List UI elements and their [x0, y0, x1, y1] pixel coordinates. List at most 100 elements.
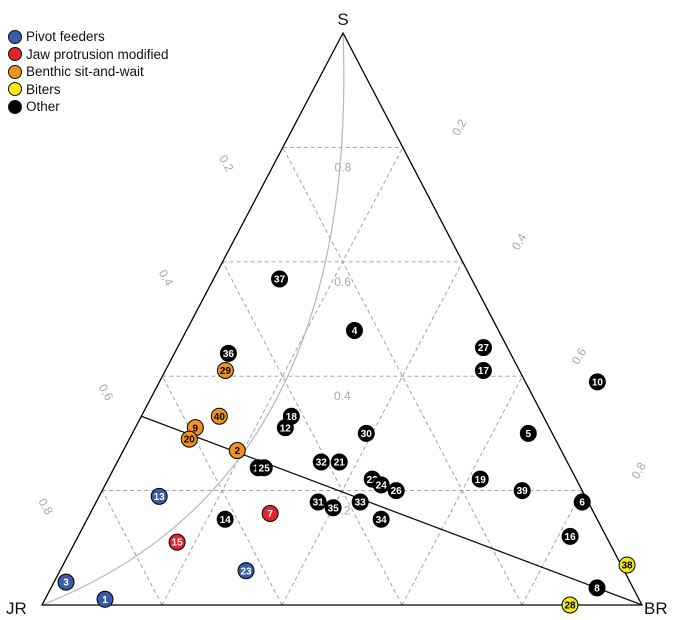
- grid-line: [222, 261, 403, 606]
- tick-label-left: 0.2: [216, 153, 237, 175]
- data-point: 34: [372, 510, 390, 528]
- data-point: 30: [357, 424, 375, 442]
- tick-label-right: 0.6: [569, 345, 590, 367]
- vertex-label-right: BR: [644, 599, 668, 618]
- legend-swatch: [8, 99, 22, 114]
- data-point-label: 3: [63, 578, 69, 589]
- data-point: 13: [150, 487, 168, 505]
- data-point-label: 1: [102, 595, 108, 606]
- data-point-label: 16: [565, 532, 577, 543]
- data-point-marker: [372, 476, 390, 494]
- data-point-label: 9: [193, 423, 199, 434]
- data-point-label: 15: [172, 538, 184, 549]
- data-point-label: 10: [592, 378, 604, 389]
- data-point: 10: [588, 373, 606, 391]
- data-point-marker: [357, 424, 375, 442]
- tick-label-left: 0.6: [96, 381, 117, 403]
- data-point-label: 21: [334, 458, 346, 469]
- data-point: 28: [561, 596, 579, 614]
- tick-label-right: 0.4: [509, 231, 530, 253]
- grid-line: [281, 261, 463, 606]
- data-point-label: 35: [328, 503, 340, 514]
- legend-label: Biters: [26, 81, 61, 97]
- data-point-label: 27: [478, 343, 490, 354]
- data-point-label: 40: [214, 412, 226, 423]
- data-point-label: 19: [475, 475, 487, 486]
- data-point-marker: [219, 344, 237, 362]
- data-point: 31: [309, 493, 327, 511]
- legend-item-pivot-feeders: Pivot feeders: [8, 28, 169, 46]
- data-point: 2: [228, 442, 246, 460]
- grid-line: [161, 147, 404, 606]
- data-point-marker: [588, 373, 606, 391]
- grid-line: [521, 490, 583, 606]
- data-point-marker: [372, 510, 390, 528]
- vertex-label-top: S: [337, 10, 348, 29]
- data-point: 32: [312, 453, 330, 471]
- data-point: 17: [474, 361, 492, 379]
- data-point-marker: [276, 419, 294, 437]
- data-point-label: 17: [478, 366, 490, 377]
- data-point-marker: [180, 430, 198, 448]
- data-point: 4: [345, 321, 363, 339]
- legend-item-benthic: Benthic sit-and-wait: [8, 63, 169, 81]
- data-point-marker: [150, 487, 168, 505]
- data-point-label: 31: [313, 498, 325, 509]
- legend-label: Other: [26, 99, 60, 115]
- data-point-marker: [324, 499, 342, 517]
- tick-label-left: 0.4: [156, 267, 177, 289]
- tick-label-right: 0.8: [629, 460, 650, 482]
- data-point-label: 34: [376, 515, 388, 526]
- data-point-marker: [474, 361, 492, 379]
- grid-line: [101, 490, 163, 606]
- data-point: 20: [180, 430, 198, 448]
- data-point-label: 32: [316, 458, 328, 469]
- tick-label-interior: 0.6: [334, 275, 351, 289]
- data-point: 3: [57, 573, 75, 591]
- data-point: 7: [261, 504, 279, 522]
- grid-line: [162, 375, 283, 606]
- data-point-label: 29: [220, 366, 232, 377]
- triangle-frame: [40, 31, 644, 606]
- data-point-marker: [618, 556, 636, 574]
- data-point-marker: [228, 442, 246, 460]
- reference-line-curve: [41, 32, 345, 606]
- data-point: 38: [618, 556, 636, 574]
- data-point: 24: [372, 476, 390, 494]
- data-point-label: 2: [234, 446, 240, 457]
- data-point-label: 26: [391, 486, 403, 497]
- legend-swatch: [8, 29, 22, 44]
- data-point: 40: [210, 407, 228, 425]
- data-point-label: 36: [223, 349, 235, 360]
- reference-line-straight: [141, 415, 643, 606]
- legend-swatch: [8, 47, 22, 62]
- data-point: 25: [255, 459, 273, 477]
- data-point-marker: [96, 590, 114, 608]
- legend-label: Pivot feeders: [26, 29, 105, 45]
- tick-label-interior: 0.4: [334, 389, 351, 403]
- data-point: 23: [237, 562, 255, 580]
- legend-item-other: Other: [8, 98, 169, 116]
- data-point: 35: [324, 499, 342, 517]
- data-point-label: 30: [361, 429, 373, 440]
- data-point: 16: [561, 527, 579, 545]
- legend: Pivot feeders Jaw protrusion modified Be…: [8, 28, 169, 116]
- data-point-marker: [237, 562, 255, 580]
- data-point: 5: [519, 424, 537, 442]
- data-point: 19: [471, 470, 489, 488]
- legend-swatch: [8, 64, 22, 79]
- data-point-marker: [345, 321, 363, 339]
- data-point: 29: [216, 361, 234, 379]
- reference-lines: [41, 32, 643, 606]
- data-point: 12: [276, 419, 294, 437]
- tick-label-right: 0.2: [449, 116, 470, 138]
- data-point-label: 7: [267, 509, 273, 520]
- data-point-label: 8: [594, 583, 600, 594]
- data-point-marker: [216, 510, 234, 528]
- data-point: 26: [387, 482, 405, 500]
- data-point-marker: [216, 361, 234, 379]
- data-point-marker: [561, 596, 579, 614]
- data-point-marker: [474, 339, 492, 357]
- data-point-label: 14: [220, 515, 232, 526]
- data-point: 15: [168, 533, 186, 551]
